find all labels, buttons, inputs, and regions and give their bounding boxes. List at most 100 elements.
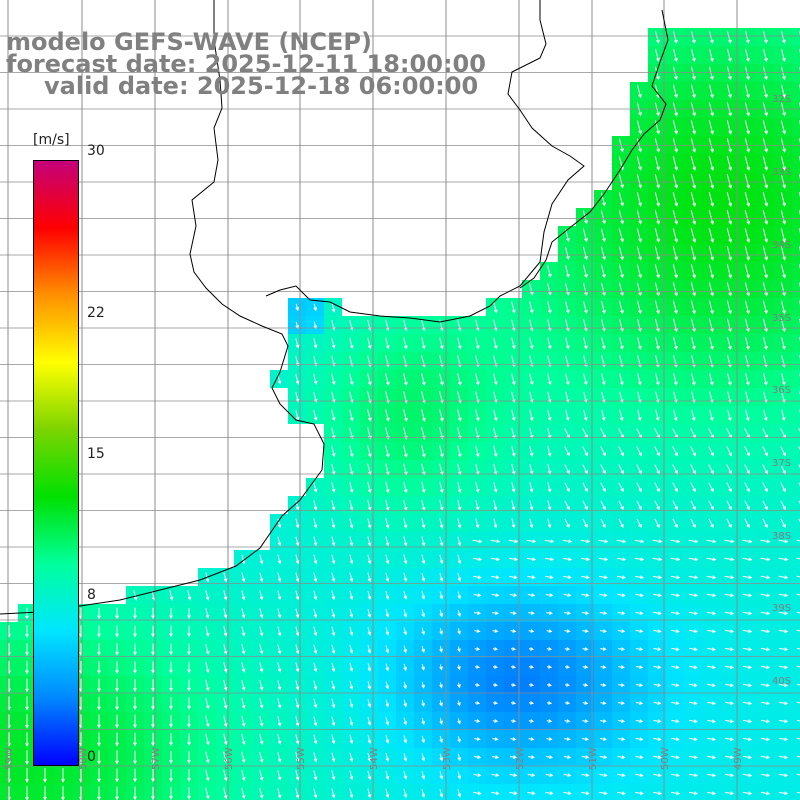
wind-arrow [151, 607, 155, 620]
wind-arrow [726, 138, 732, 153]
wind-arrow [582, 629, 589, 633]
wind-arrow [745, 31, 750, 44]
wind-arrow [259, 715, 264, 727]
wind-arrow [331, 752, 336, 763]
wind-arrow [762, 446, 768, 457]
wind-arrow [708, 482, 714, 493]
wind-arrow [151, 786, 155, 800]
wind-arrow [654, 446, 660, 457]
wind-cell [792, 622, 800, 640]
wind-arrow [652, 575, 663, 580]
wind-arrow [547, 373, 552, 386]
wind-arrow [707, 665, 716, 670]
wind-arrow [727, 31, 732, 44]
wind-arrow [690, 228, 696, 243]
wind-arrow [796, 647, 800, 650]
wind-arrow [331, 518, 336, 529]
wind-arrow [742, 629, 753, 634]
wind-arrow [492, 629, 499, 633]
wind-arrow [529, 409, 534, 422]
wind-arrow [313, 716, 318, 727]
wind-arrow [367, 409, 372, 422]
wind-cell [774, 784, 792, 800]
wind-arrow [762, 518, 768, 529]
wind-arrow [600, 683, 607, 687]
wind-arrow [564, 518, 570, 528]
wind-arrow [724, 719, 735, 724]
longitude-label: 54W [369, 747, 380, 770]
wind-arrow [510, 665, 517, 669]
wind-arrow [600, 282, 606, 297]
wind-arrow [169, 590, 174, 601]
wind-arrow [654, 246, 660, 261]
wind-arrow [726, 84, 732, 99]
wind-arrow [742, 773, 753, 778]
wind-arrow [708, 227, 714, 243]
wind-arrow [742, 719, 753, 724]
wind-cell [792, 370, 800, 388]
wind-arrow [187, 590, 192, 601]
wind-arrow [493, 427, 498, 440]
wind-cell [792, 226, 800, 244]
wind-arrow [133, 661, 137, 674]
wind-arrow [762, 120, 768, 135]
wind-arrow [762, 84, 768, 99]
wind-arrow [205, 697, 210, 710]
wind-arrow [439, 373, 444, 386]
wind-arrow [367, 572, 372, 583]
wind-arrow [726, 246, 732, 261]
latitude-label: 40S [772, 676, 791, 687]
wind-cell [630, 784, 648, 800]
wind-arrow [421, 735, 426, 744]
wind-arrow [618, 300, 624, 315]
wind-arrow [529, 518, 534, 529]
wind-arrow [115, 732, 119, 747]
wind-arrow [778, 539, 789, 544]
wind-arrow [762, 300, 768, 315]
wind-arrow [655, 48, 660, 62]
wind-arrow [223, 679, 228, 692]
wind-arrow [580, 539, 591, 544]
wind-arrow [295, 536, 300, 547]
wind-arrow [637, 373, 642, 386]
wind-arrow [295, 572, 300, 583]
wind-arrow [673, 336, 678, 351]
wind-arrow [796, 737, 800, 740]
wind-arrow [762, 464, 768, 475]
wind-arrow [491, 755, 500, 759]
wind-arrow [655, 409, 660, 422]
wind-arrow [544, 557, 555, 562]
wind-arrow [689, 701, 698, 706]
wind-arrow [511, 445, 516, 458]
wind-arrow [690, 464, 696, 475]
wind-arrow [618, 482, 624, 493]
wind-arrow [439, 682, 443, 689]
wind-arrow [313, 662, 318, 673]
wind-arrow [547, 409, 552, 422]
wind-arrow [403, 788, 408, 799]
wind-arrow [331, 770, 336, 781]
wind-arrow [562, 539, 573, 544]
wind-arrow [706, 611, 717, 616]
wind-arrow [529, 301, 534, 314]
wind-arrow [421, 554, 426, 565]
wind-arrow [688, 575, 699, 580]
wind-arrow [457, 337, 462, 350]
wind-cell [792, 244, 800, 262]
wind-cell [792, 46, 800, 64]
wind-arrow [421, 572, 426, 582]
wind-arrow [97, 696, 101, 711]
wind-cell [792, 568, 800, 586]
wind-arrow [727, 409, 732, 422]
wind-arrow [493, 337, 498, 350]
wind-arrow [742, 791, 753, 796]
wind-arrow [473, 755, 482, 759]
wind-arrow [744, 282, 750, 297]
wind-arrow [241, 751, 246, 764]
wind-arrow [421, 518, 426, 529]
wind-arrow [583, 282, 588, 297]
wind-arrow [706, 593, 717, 598]
wind-arrow [796, 593, 800, 596]
wind-arrow [760, 773, 771, 778]
wind-cell [684, 784, 702, 800]
